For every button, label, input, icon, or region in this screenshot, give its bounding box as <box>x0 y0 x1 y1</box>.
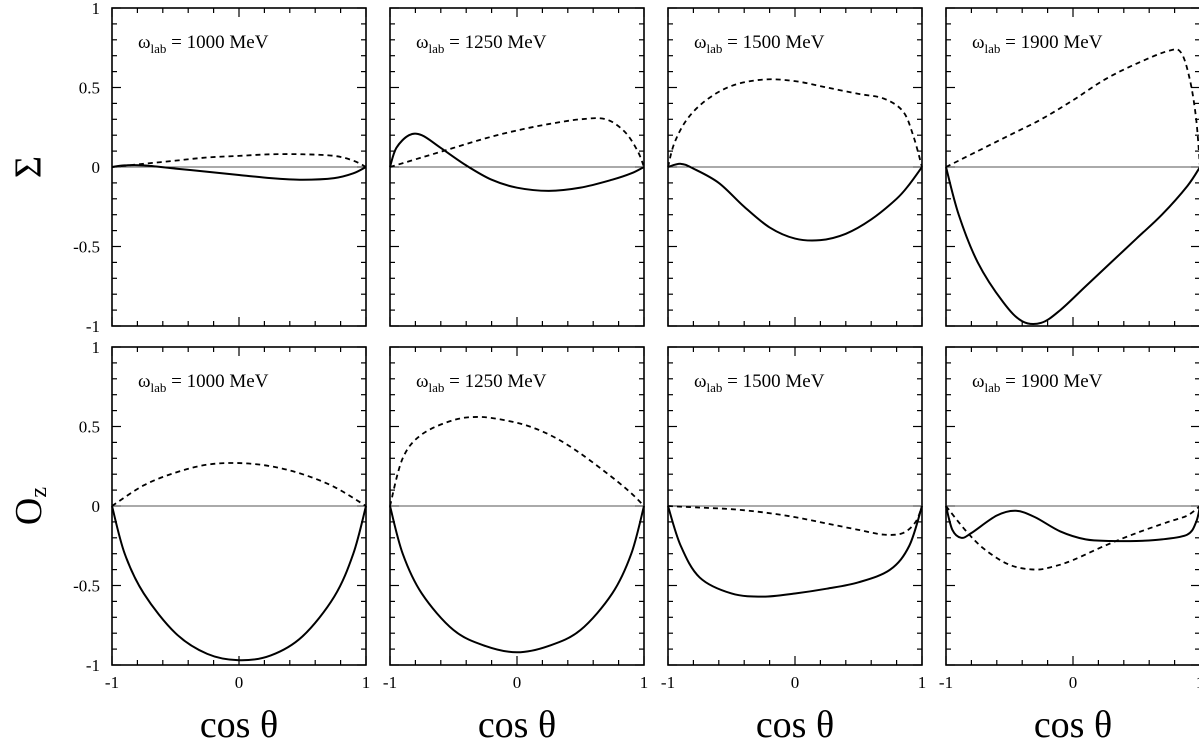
x-axis-title: cos θ <box>200 704 278 744</box>
y-axis-title-oz: Oz <box>8 487 52 525</box>
panel-label: ωlab = 1000 MeV <box>138 371 269 395</box>
panel-label-sub: lab <box>429 41 445 56</box>
y-tick-label: -1 <box>86 656 100 675</box>
panel-label-omega: ω <box>416 32 429 53</box>
panel-label-omega: ω <box>694 32 707 53</box>
dashed-curve-4 <box>111 462 367 507</box>
x-axis-title: cos θ <box>1034 704 1112 744</box>
x-tick-label: 0 <box>513 673 522 692</box>
x-tick-label: -1 <box>383 673 397 692</box>
x-tick-label: 1 <box>1196 673 1199 692</box>
x-tick-label: 1 <box>918 673 927 692</box>
y-axis-title-sub: z <box>26 487 52 498</box>
x-tick-label: 1 <box>640 673 649 692</box>
panel-frames <box>111 7 1199 666</box>
panel-label: ωlab = 1900 MeV <box>972 371 1103 395</box>
panel-label-omega: ω <box>694 371 707 392</box>
dashed-curve-7 <box>945 505 1199 571</box>
panel-label-omega: ω <box>138 371 151 392</box>
solid-curve-5 <box>389 505 645 654</box>
solid-curve-1 <box>389 132 645 192</box>
panel-label-value: = 1000 MeV <box>166 371 268 392</box>
x-tick-label: 0 <box>235 673 244 692</box>
x-axis-title: cos θ <box>756 704 834 744</box>
panel-label-omega: ω <box>138 32 151 53</box>
panel-label-omega: ω <box>972 371 985 392</box>
panel-label-sub: lab <box>985 380 1001 395</box>
y-tick-label: -0.5 <box>73 238 100 257</box>
panel-label-value: = 1900 MeV <box>1000 32 1102 53</box>
panel-label-value: = 1900 MeV <box>1000 371 1102 392</box>
panel-label-sub: lab <box>707 380 723 395</box>
x-tick-label: 0 <box>1069 673 1078 692</box>
curves <box>111 48 1199 662</box>
y-axis-title-sigma: Σ <box>8 156 50 178</box>
panel-label-omega: ω <box>416 371 429 392</box>
panel-label: ωlab = 1250 MeV <box>416 371 547 395</box>
solid-curve-3 <box>945 166 1199 326</box>
dashed-curve-3 <box>945 48 1199 168</box>
y-tick-label: 1 <box>92 338 101 357</box>
y-tick-label: 0.5 <box>79 79 100 98</box>
panel-label-sub: lab <box>985 41 1001 56</box>
panel-label-sub: lab <box>151 380 167 395</box>
y-tick-label: 0 <box>92 497 101 516</box>
panel-label-sub: lab <box>707 41 723 56</box>
panel-label: ωlab = 1900 MeV <box>972 32 1103 56</box>
panel-label-omega: ω <box>972 32 985 53</box>
panel-label-sub: lab <box>429 380 445 395</box>
y-axis-title-main: O <box>8 498 50 525</box>
solid-curve-0 <box>111 164 367 181</box>
dashed-curve-6 <box>667 505 923 536</box>
panel-label-value: = 1250 MeV <box>444 32 546 53</box>
axis-ticks <box>111 7 1199 666</box>
y-tick-label: 0 <box>92 158 101 177</box>
panel-label-value: = 1000 MeV <box>166 32 268 53</box>
dashed-curve-1 <box>389 117 645 168</box>
solid-curve-6 <box>667 505 923 598</box>
panel-label: ωlab = 1250 MeV <box>416 32 547 56</box>
x-tick-label: -1 <box>939 673 953 692</box>
panel-label: ωlab = 1000 MeV <box>138 32 269 56</box>
dashed-curve-0 <box>111 153 367 168</box>
dashed-curve-2 <box>667 78 923 168</box>
x-tick-label: -1 <box>105 673 119 692</box>
panel-label-sub: lab <box>151 41 167 56</box>
y-tick-label: 1 <box>92 0 101 18</box>
panel-label-value: = 1500 MeV <box>722 371 824 392</box>
y-tick-label: 0.5 <box>79 418 100 437</box>
x-tick-label: 0 <box>791 673 800 692</box>
labels: ωlab = 1000 MeV ωlab = 1250 MeV ωlab = 150… <box>8 0 1199 744</box>
x-tick-label: 1 <box>362 673 371 692</box>
panel-label-value: = 1500 MeV <box>722 32 824 53</box>
solid-curve-7 <box>945 505 1199 543</box>
solid-curve-2 <box>667 162 923 242</box>
y-tick-label: -1 <box>86 317 100 336</box>
y-tick-label: -0.5 <box>73 577 100 596</box>
x-tick-label: -1 <box>661 673 675 692</box>
x-axis-title: cos θ <box>478 704 556 744</box>
panel-label: ωlab = 1500 MeV <box>694 32 825 56</box>
solid-curve-4 <box>111 505 367 662</box>
dashed-curve-5 <box>389 416 645 507</box>
panel-label-value: = 1250 MeV <box>444 371 546 392</box>
panel-label: ωlab = 1500 MeV <box>694 371 825 395</box>
